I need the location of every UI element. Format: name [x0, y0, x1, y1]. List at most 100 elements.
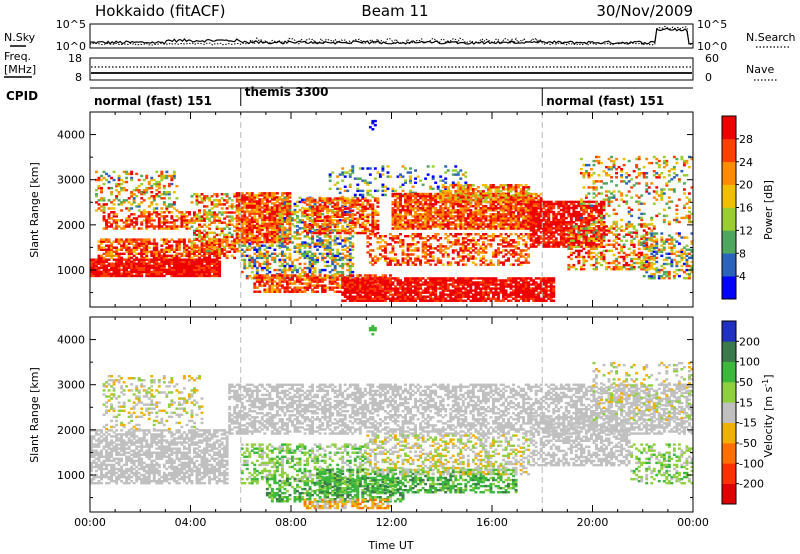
scatter-cell	[411, 215, 415, 218]
scatter-cell	[494, 255, 498, 258]
scatter-cell	[165, 190, 169, 194]
scatter-cell	[162, 252, 166, 256]
scatter-cell	[318, 219, 322, 223]
scatter-cell	[509, 281, 513, 284]
scatter-cell	[245, 238, 249, 242]
scatter-cell	[92, 270, 96, 274]
scatter-cell	[479, 289, 483, 292]
scatter-cell	[388, 293, 392, 296]
scatter-cell	[497, 263, 500, 266]
scatter-cell	[303, 282, 307, 285]
scatter-cell	[481, 247, 485, 250]
scatter-cell	[268, 234, 272, 238]
scatter-cell	[208, 237, 211, 241]
scatter-cell	[454, 289, 458, 292]
scatter-cell	[419, 225, 423, 228]
scatter-cell	[280, 194, 284, 197]
scatter-cell	[167, 221, 171, 224]
scatter-cell	[368, 293, 372, 296]
scatter-cell	[381, 193, 385, 197]
scatter-cell	[162, 193, 166, 196]
scatter-cell	[301, 231, 304, 234]
scatter-cell	[288, 206, 292, 209]
scatter-cell	[454, 239, 458, 242]
scatter-cell	[250, 210, 254, 213]
scatter-cell	[273, 216, 277, 219]
scatter-cell	[230, 203, 234, 206]
scatter-cell	[240, 194, 244, 197]
scatter-cell	[308, 227, 312, 231]
scatter-cell	[273, 214, 277, 217]
scatter-cell	[165, 268, 169, 272]
scatter-cell	[512, 277, 516, 280]
scatter-cell	[343, 256, 347, 260]
scatter-cell	[323, 235, 327, 238]
scatter-cell	[353, 201, 357, 204]
scatter-cell	[414, 279, 418, 282]
scatter-cell	[273, 192, 277, 195]
scatter-cell	[326, 209, 330, 212]
scatter-cell	[135, 246, 139, 249]
scatter-cell	[205, 235, 209, 239]
scatter-cell	[228, 219, 232, 222]
scatter-cell	[356, 207, 360, 210]
scatter-cell	[388, 263, 392, 266]
scatter-cell	[102, 199, 106, 202]
scatter-cell	[157, 272, 161, 276]
scatter-cell	[270, 290, 274, 293]
scatter-cell	[122, 201, 126, 204]
scatter-cell	[203, 254, 206, 258]
scatter-cell	[112, 270, 116, 274]
scatter-cell	[401, 207, 405, 210]
scatter-cell	[404, 295, 407, 298]
scatter-cell	[353, 205, 357, 208]
scatter-cell	[316, 225, 320, 229]
scatter-cell	[185, 248, 189, 251]
scatter-cell	[336, 278, 340, 281]
scatter-cell	[278, 268, 282, 272]
scatter-cell	[466, 239, 470, 242]
scatter-cell	[130, 238, 134, 241]
scatter-cell	[446, 169, 450, 172]
scatter-cell	[361, 229, 365, 233]
scatter-cell	[341, 272, 345, 276]
scatter-cell	[155, 211, 159, 214]
scatter-cell	[145, 258, 149, 261]
scatter-cell	[288, 228, 292, 232]
scatter-cell	[147, 182, 151, 186]
scatter-cell	[343, 229, 347, 232]
scatter-cell	[225, 211, 229, 214]
scatter-cell	[250, 198, 254, 201]
scatter-cell	[203, 247, 206, 251]
scatter-cell	[406, 213, 410, 216]
scatter-cell	[414, 217, 418, 220]
scatter-cell	[100, 262, 103, 265]
scatter-cell	[451, 299, 455, 302]
scatter-cell	[265, 262, 269, 266]
scatter-cell	[416, 297, 420, 300]
scatter-cell	[120, 252, 124, 256]
scatter-cell	[248, 262, 252, 266]
scatter-cell	[328, 173, 332, 176]
scatter-cell	[270, 212, 274, 215]
scatter-cell	[265, 202, 269, 205]
scatter-cell	[167, 258, 171, 261]
scatter-cell	[145, 252, 149, 256]
scatter-cell	[336, 215, 340, 219]
scatter-cell	[240, 192, 244, 195]
scatter-cell	[230, 211, 234, 214]
scatter-cell	[552, 281, 556, 284]
scatter-cell	[223, 248, 227, 251]
scatter-cell	[308, 225, 312, 228]
scatter-cell	[316, 282, 320, 285]
scatter-cell	[461, 243, 465, 246]
scatter-cell	[210, 270, 214, 274]
scatter-cell	[243, 230, 247, 234]
scatter-cell	[130, 193, 134, 196]
scatter-cell	[205, 215, 209, 218]
scatter-cell	[308, 237, 312, 240]
scatter-cell	[263, 244, 267, 247]
scatter-cell	[255, 254, 259, 258]
scatter-cell	[388, 237, 392, 240]
scatter-cell	[235, 208, 239, 211]
